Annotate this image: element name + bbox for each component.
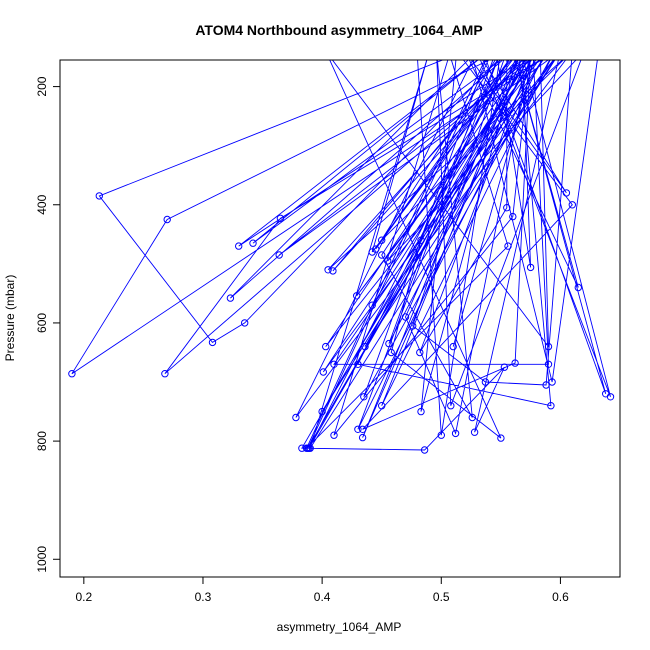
x-axis: 0.2 0.3 0.4 0.5 0.6 <box>75 577 569 604</box>
data-point <box>417 407 425 416</box>
data-point <box>329 267 337 275</box>
x-tick-label: 0.5 <box>433 590 450 604</box>
data-point <box>368 301 376 309</box>
x-tick-label: 0.2 <box>75 590 92 604</box>
data-point <box>574 283 582 292</box>
data-point <box>358 425 367 433</box>
data-point <box>416 348 424 357</box>
y-tick-label: 1000 <box>35 546 49 573</box>
data-point <box>68 370 76 378</box>
data-point <box>249 239 257 247</box>
data-point <box>544 360 553 368</box>
data-point <box>378 402 386 410</box>
data-point <box>292 413 300 422</box>
data-point <box>409 322 417 330</box>
data-point <box>401 313 410 321</box>
y-axis-label: Pressure (mbar) <box>3 275 17 362</box>
data-point <box>451 429 460 438</box>
data-point <box>226 294 235 302</box>
data-point <box>606 393 615 401</box>
series-line <box>71 60 611 451</box>
data-point <box>568 201 576 209</box>
data-point <box>330 360 338 368</box>
data-point <box>304 444 312 452</box>
data-point <box>275 251 283 259</box>
data-point <box>481 378 490 386</box>
data-point <box>319 368 327 376</box>
data-point <box>241 319 249 327</box>
data-point <box>437 431 445 439</box>
data-point <box>378 251 386 259</box>
data-point <box>503 204 511 212</box>
plot-region <box>68 60 615 454</box>
data-point <box>95 192 104 200</box>
data-point <box>547 402 555 410</box>
data-point <box>504 242 512 250</box>
data-point <box>358 433 367 442</box>
data-point <box>354 425 362 433</box>
x-axis-label: asymmetry_1064_AMP <box>277 620 402 634</box>
chart-title: ATOM4 Northbound asymmetry_1064_AMP <box>195 22 482 38</box>
data-point <box>509 212 517 221</box>
data-point <box>353 292 361 300</box>
data-point <box>235 242 243 250</box>
y-tick-label: 400 <box>35 194 49 214</box>
data-point <box>420 446 429 454</box>
data-point <box>468 413 476 422</box>
x-tick-label: 0.3 <box>195 590 212 604</box>
data-point <box>562 189 571 197</box>
y-tick-label: 200 <box>35 76 49 96</box>
data-point <box>500 363 509 371</box>
data-point <box>322 342 330 351</box>
data-point <box>372 245 380 253</box>
data-point <box>161 370 169 378</box>
data-point <box>361 342 369 351</box>
data-point <box>470 428 479 436</box>
data-point <box>276 214 285 223</box>
data-point <box>387 348 395 357</box>
y-tick-label: 800 <box>35 431 49 451</box>
series-layer <box>68 60 615 454</box>
data-point <box>385 339 393 348</box>
data-point <box>163 215 171 224</box>
data-point <box>318 407 326 416</box>
data-point <box>324 266 332 274</box>
x-tick-label: 0.4 <box>314 590 331 604</box>
data-point <box>511 359 519 367</box>
y-axis: 200 400 600 800 1000 <box>35 76 60 573</box>
data-point <box>417 236 425 244</box>
data-point <box>449 342 457 351</box>
data-point <box>378 236 386 244</box>
data-point <box>447 402 455 410</box>
plot-frame <box>59 59 621 578</box>
data-point <box>208 338 217 347</box>
data-point <box>330 431 338 439</box>
y-tick-label: 600 <box>35 313 49 333</box>
data-point <box>497 434 505 442</box>
data-point <box>548 378 556 386</box>
data-point <box>526 263 535 272</box>
data-point <box>542 381 550 389</box>
data-point <box>354 360 362 368</box>
data-point <box>384 257 392 265</box>
data-point <box>360 393 368 401</box>
x-tick-label: 0.6 <box>552 590 569 604</box>
data-point <box>544 342 553 351</box>
